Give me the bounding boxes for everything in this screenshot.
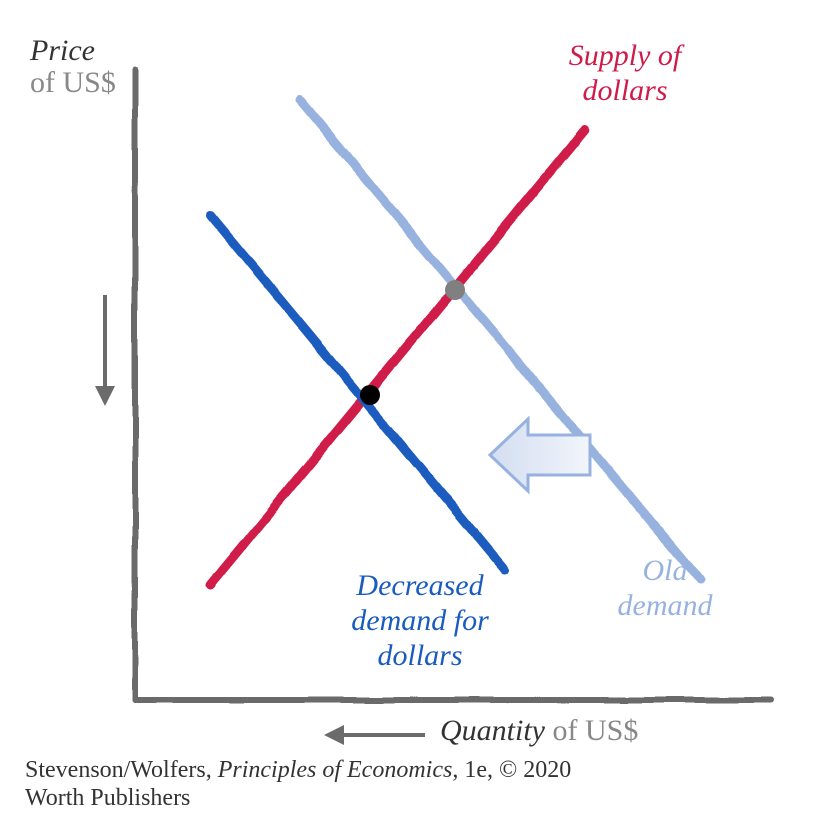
supply-curve [210, 130, 585, 585]
old-demand-label-line1: Old [643, 554, 689, 587]
x-axis-label: Quantity of US$ [440, 714, 638, 747]
old-demand-curve [300, 100, 700, 580]
old-equilibrium-point [445, 280, 465, 300]
new-demand-label-line3: dollars [377, 639, 462, 672]
economics-chart: Price of US$ Quantity of US$ Supply of d… [0, 0, 815, 817]
new-demand-label-line1: Decreased [355, 569, 484, 602]
y-axis-label-line1: Price [29, 34, 95, 67]
caption-line1: Stevenson/Wolfers, Principles of Economi… [25, 757, 571, 783]
supply-label-line1: Supply of [569, 39, 685, 72]
old-demand-label-line2: demand [618, 589, 714, 622]
chart-svg: Price of US$ Quantity of US$ Supply of d… [0, 0, 815, 817]
y-axis-label-line2: of US$ [30, 66, 116, 99]
new-demand-curve [210, 215, 505, 570]
caption-line2: Worth Publishers [25, 785, 190, 811]
supply-label-line2: dollars [582, 74, 667, 107]
new-equilibrium-point [360, 385, 380, 405]
new-demand-label-line2: demand for [351, 604, 489, 637]
